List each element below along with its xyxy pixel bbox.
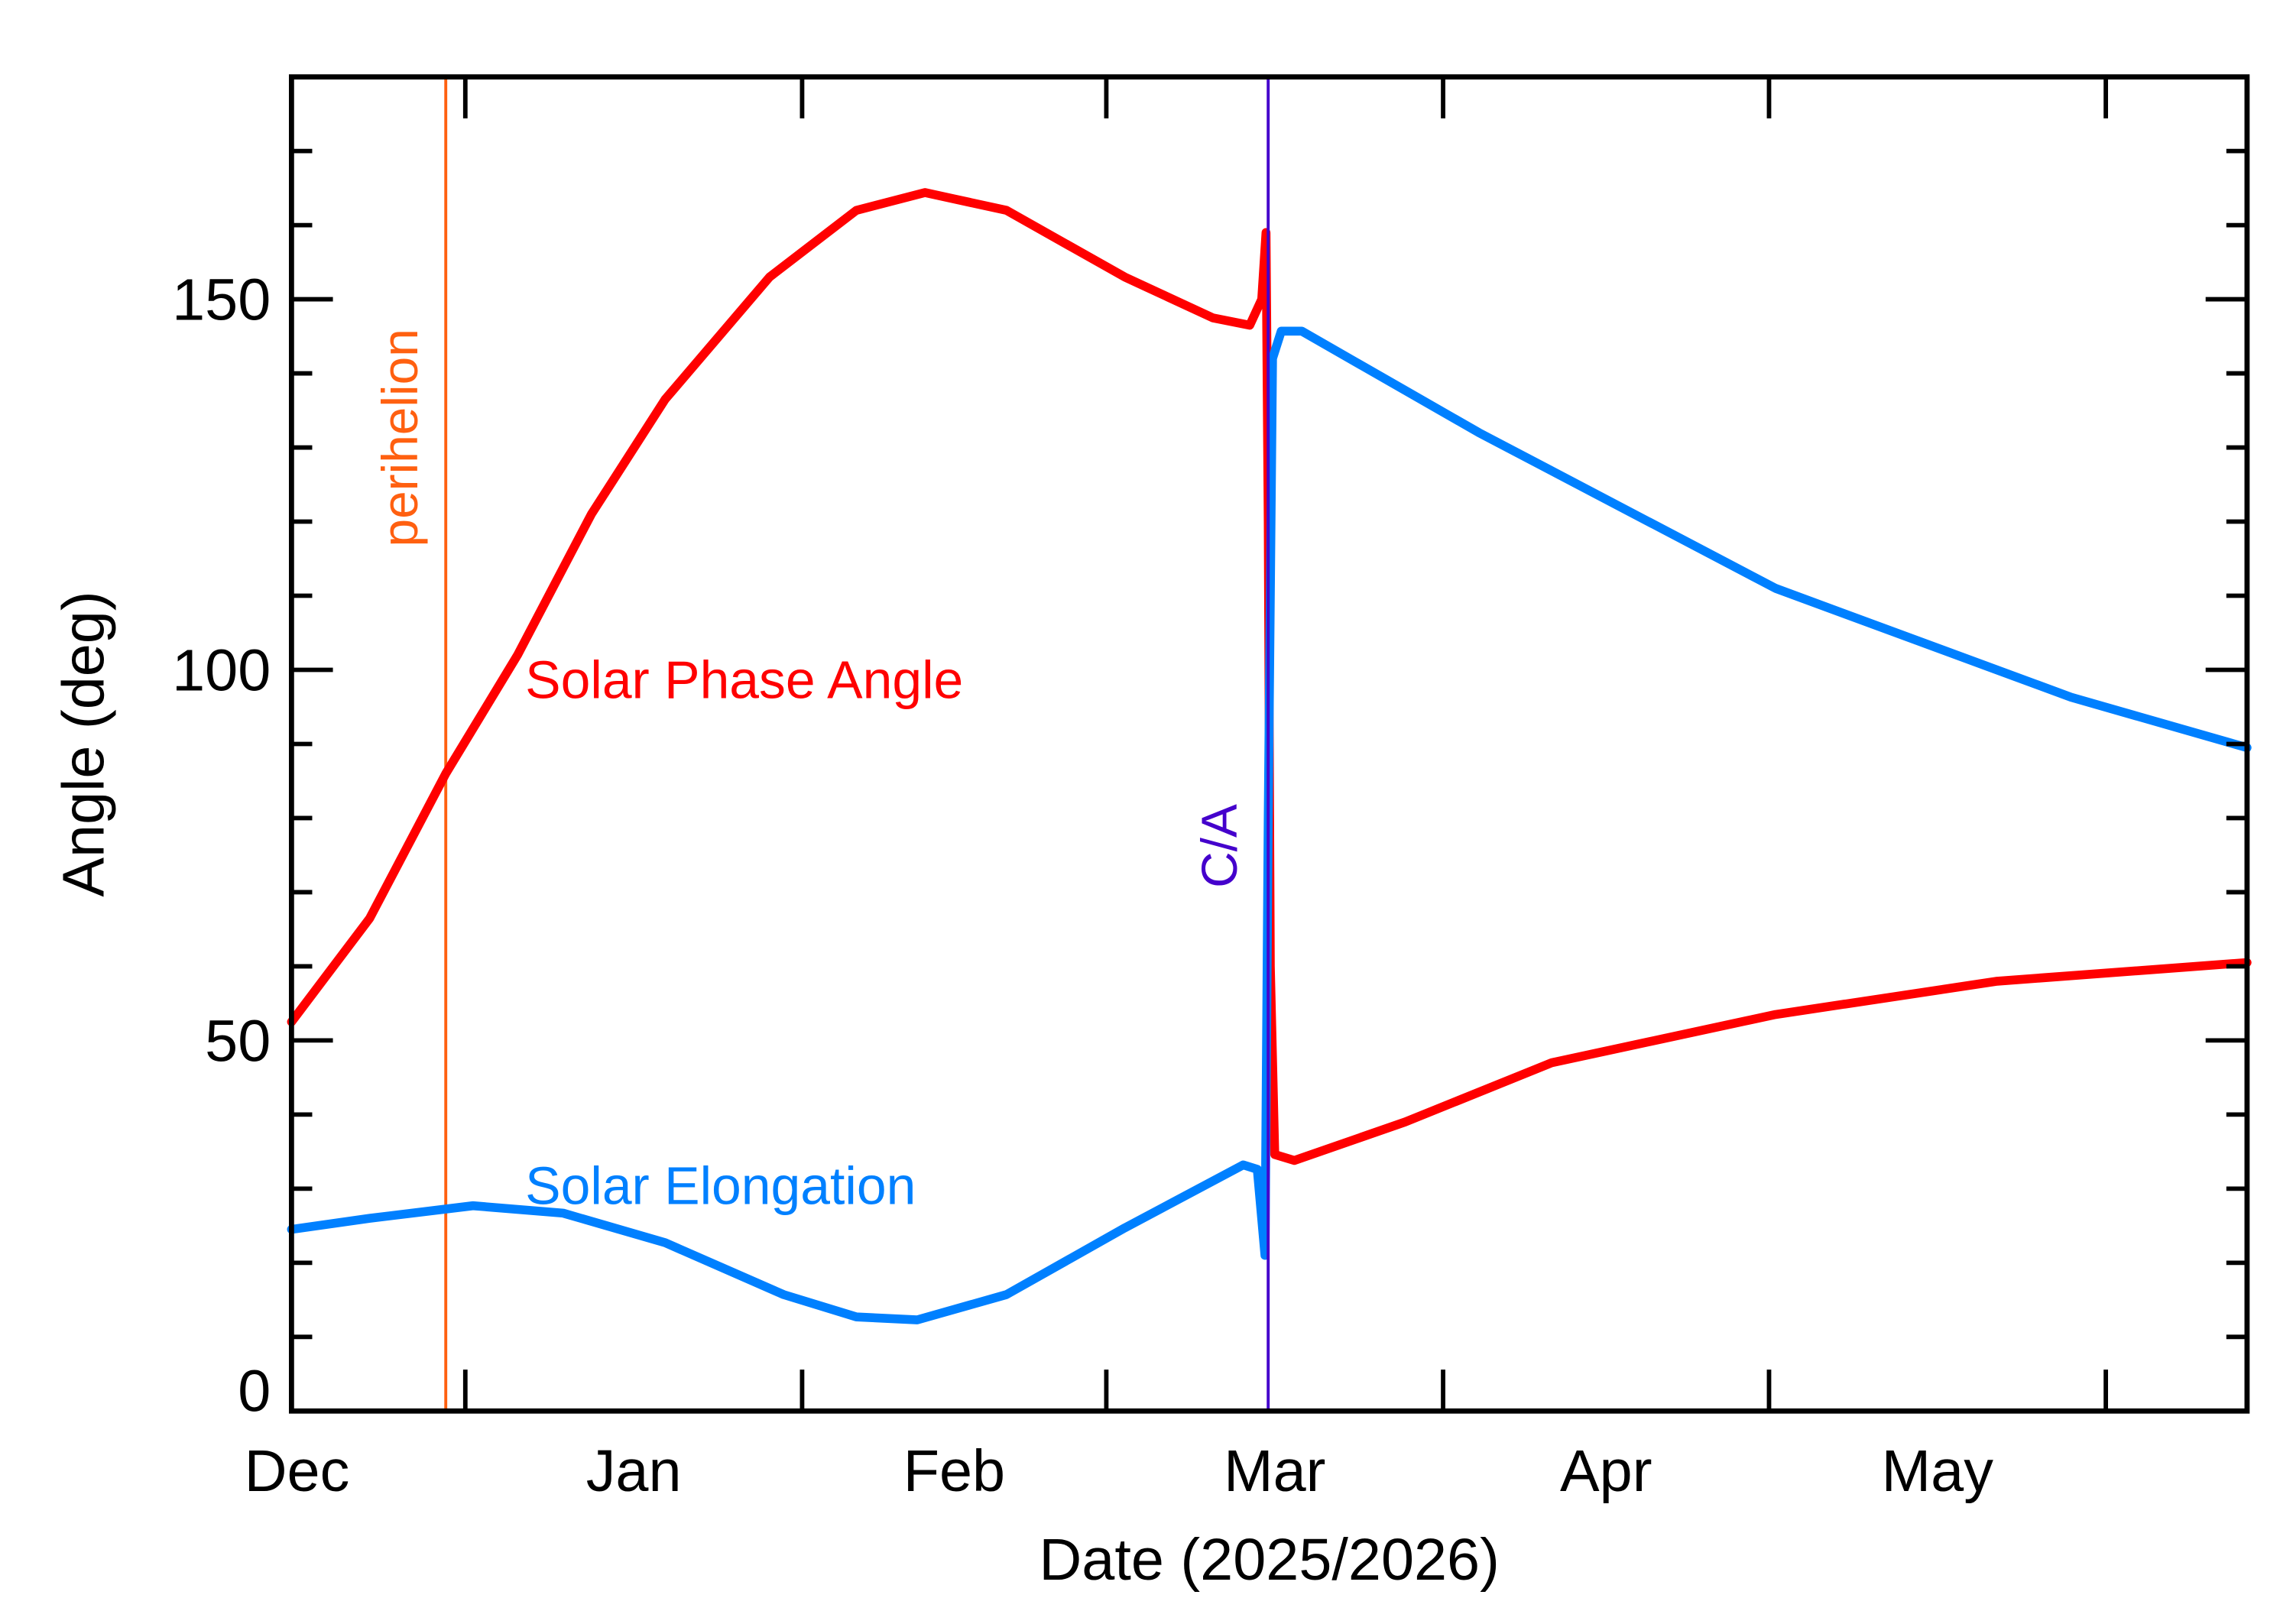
x-axis-label: Date (2025/2026) [1039,1527,1499,1593]
x-tick-label: Jan [586,1438,682,1504]
perihelion-label: perihelion [371,329,428,546]
series-line-solar-phase-angle [287,188,2252,1165]
x-tick-label: Apr [1560,1438,1652,1504]
phase-angle-label: Solar Phase Angle [525,650,963,709]
x-tick-label: Feb [903,1438,1005,1504]
y-tick-label: 50 [205,1008,271,1074]
y-tick-label: 0 [238,1358,271,1424]
x-tick-label: Mar [1224,1438,1325,1504]
x-tick-label: May [1882,1438,1994,1504]
y-axis-label: Angle (deg) [51,591,117,896]
axis-ticks: 0 50 100 150 Dec Jan Feb Mar Apr May [172,76,2247,1504]
elongation-label: Solar Elongation [525,1156,916,1215]
y-tick-label: 150 [172,267,271,333]
series-line-solar-elongation [287,326,2252,1324]
chart-marks [287,76,2252,1412]
ca-label: C/A [1191,804,1247,888]
y-tick-label: 100 [172,638,271,704]
x-tick-label: Dec [245,1438,350,1504]
